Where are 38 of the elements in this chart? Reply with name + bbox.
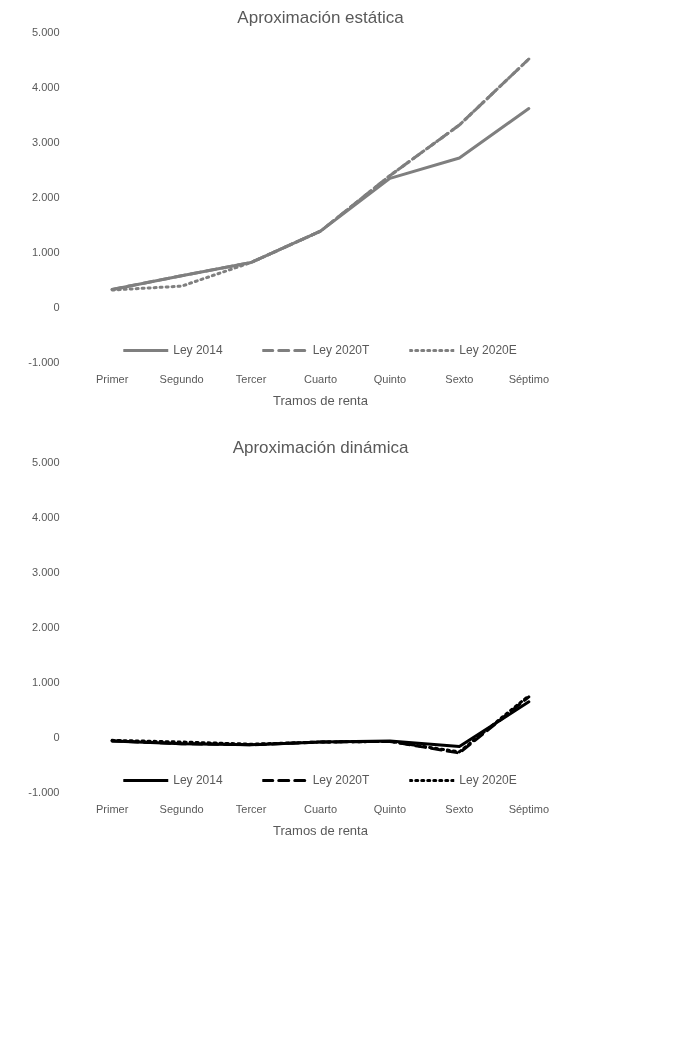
y-tick-label: 5.000: [31, 25, 60, 38]
legend-label: Ley 2020T: [312, 343, 370, 357]
x-tick-label: Cuarto: [303, 372, 338, 385]
legend-label: Ley 2020T: [312, 773, 370, 787]
y-tick-label: 1.000: [31, 675, 60, 688]
x-tick-label: Cuarto: [303, 802, 338, 815]
x-axis-title: Tramos de renta: [273, 822, 369, 838]
x-axis-title: Tramos de renta: [273, 392, 369, 408]
y-tick-label: 1.000: [31, 245, 60, 258]
y-tick-label: -1.000: [28, 355, 60, 368]
legend-label: Ley 2014: [173, 343, 223, 357]
chart-title: Aproximación estática: [237, 7, 405, 27]
legend-label: Ley 2020E: [459, 343, 517, 357]
y-tick-label: 2.000: [31, 620, 60, 633]
x-tick-label: Sexto: [445, 802, 474, 815]
legend-label: Ley 2020E: [459, 773, 517, 787]
y-tick-label: 5.000: [31, 455, 60, 468]
x-tick-label: Segundo: [159, 802, 204, 815]
y-tick-label: 4.000: [31, 510, 60, 523]
legend-label: Ley 2014: [173, 773, 223, 787]
y-tick-label: 4.000: [31, 80, 60, 93]
y-tick-label: -1.000: [28, 785, 60, 798]
y-tick-label: 2.000: [31, 190, 60, 203]
y-tick-label: 0: [53, 300, 60, 313]
x-tick-label: Sexto: [445, 372, 474, 385]
y-tick-label: 3.000: [31, 565, 60, 578]
chart-title: Aproximación dinámica: [232, 437, 409, 457]
x-tick-label: Primer: [95, 372, 129, 385]
x-tick-label: Séptimo: [508, 802, 550, 815]
y-tick-label: 3.000: [31, 135, 60, 148]
x-tick-label: Quinto: [373, 802, 407, 815]
x-tick-label: Séptimo: [508, 372, 550, 385]
x-tick-label: Segundo: [159, 372, 204, 385]
y-tick-label: 0: [53, 730, 60, 743]
x-tick-label: Tercer: [235, 372, 267, 385]
x-tick-label: Tercer: [235, 802, 267, 815]
x-tick-label: Primer: [95, 802, 129, 815]
x-tick-label: Quinto: [373, 372, 407, 385]
